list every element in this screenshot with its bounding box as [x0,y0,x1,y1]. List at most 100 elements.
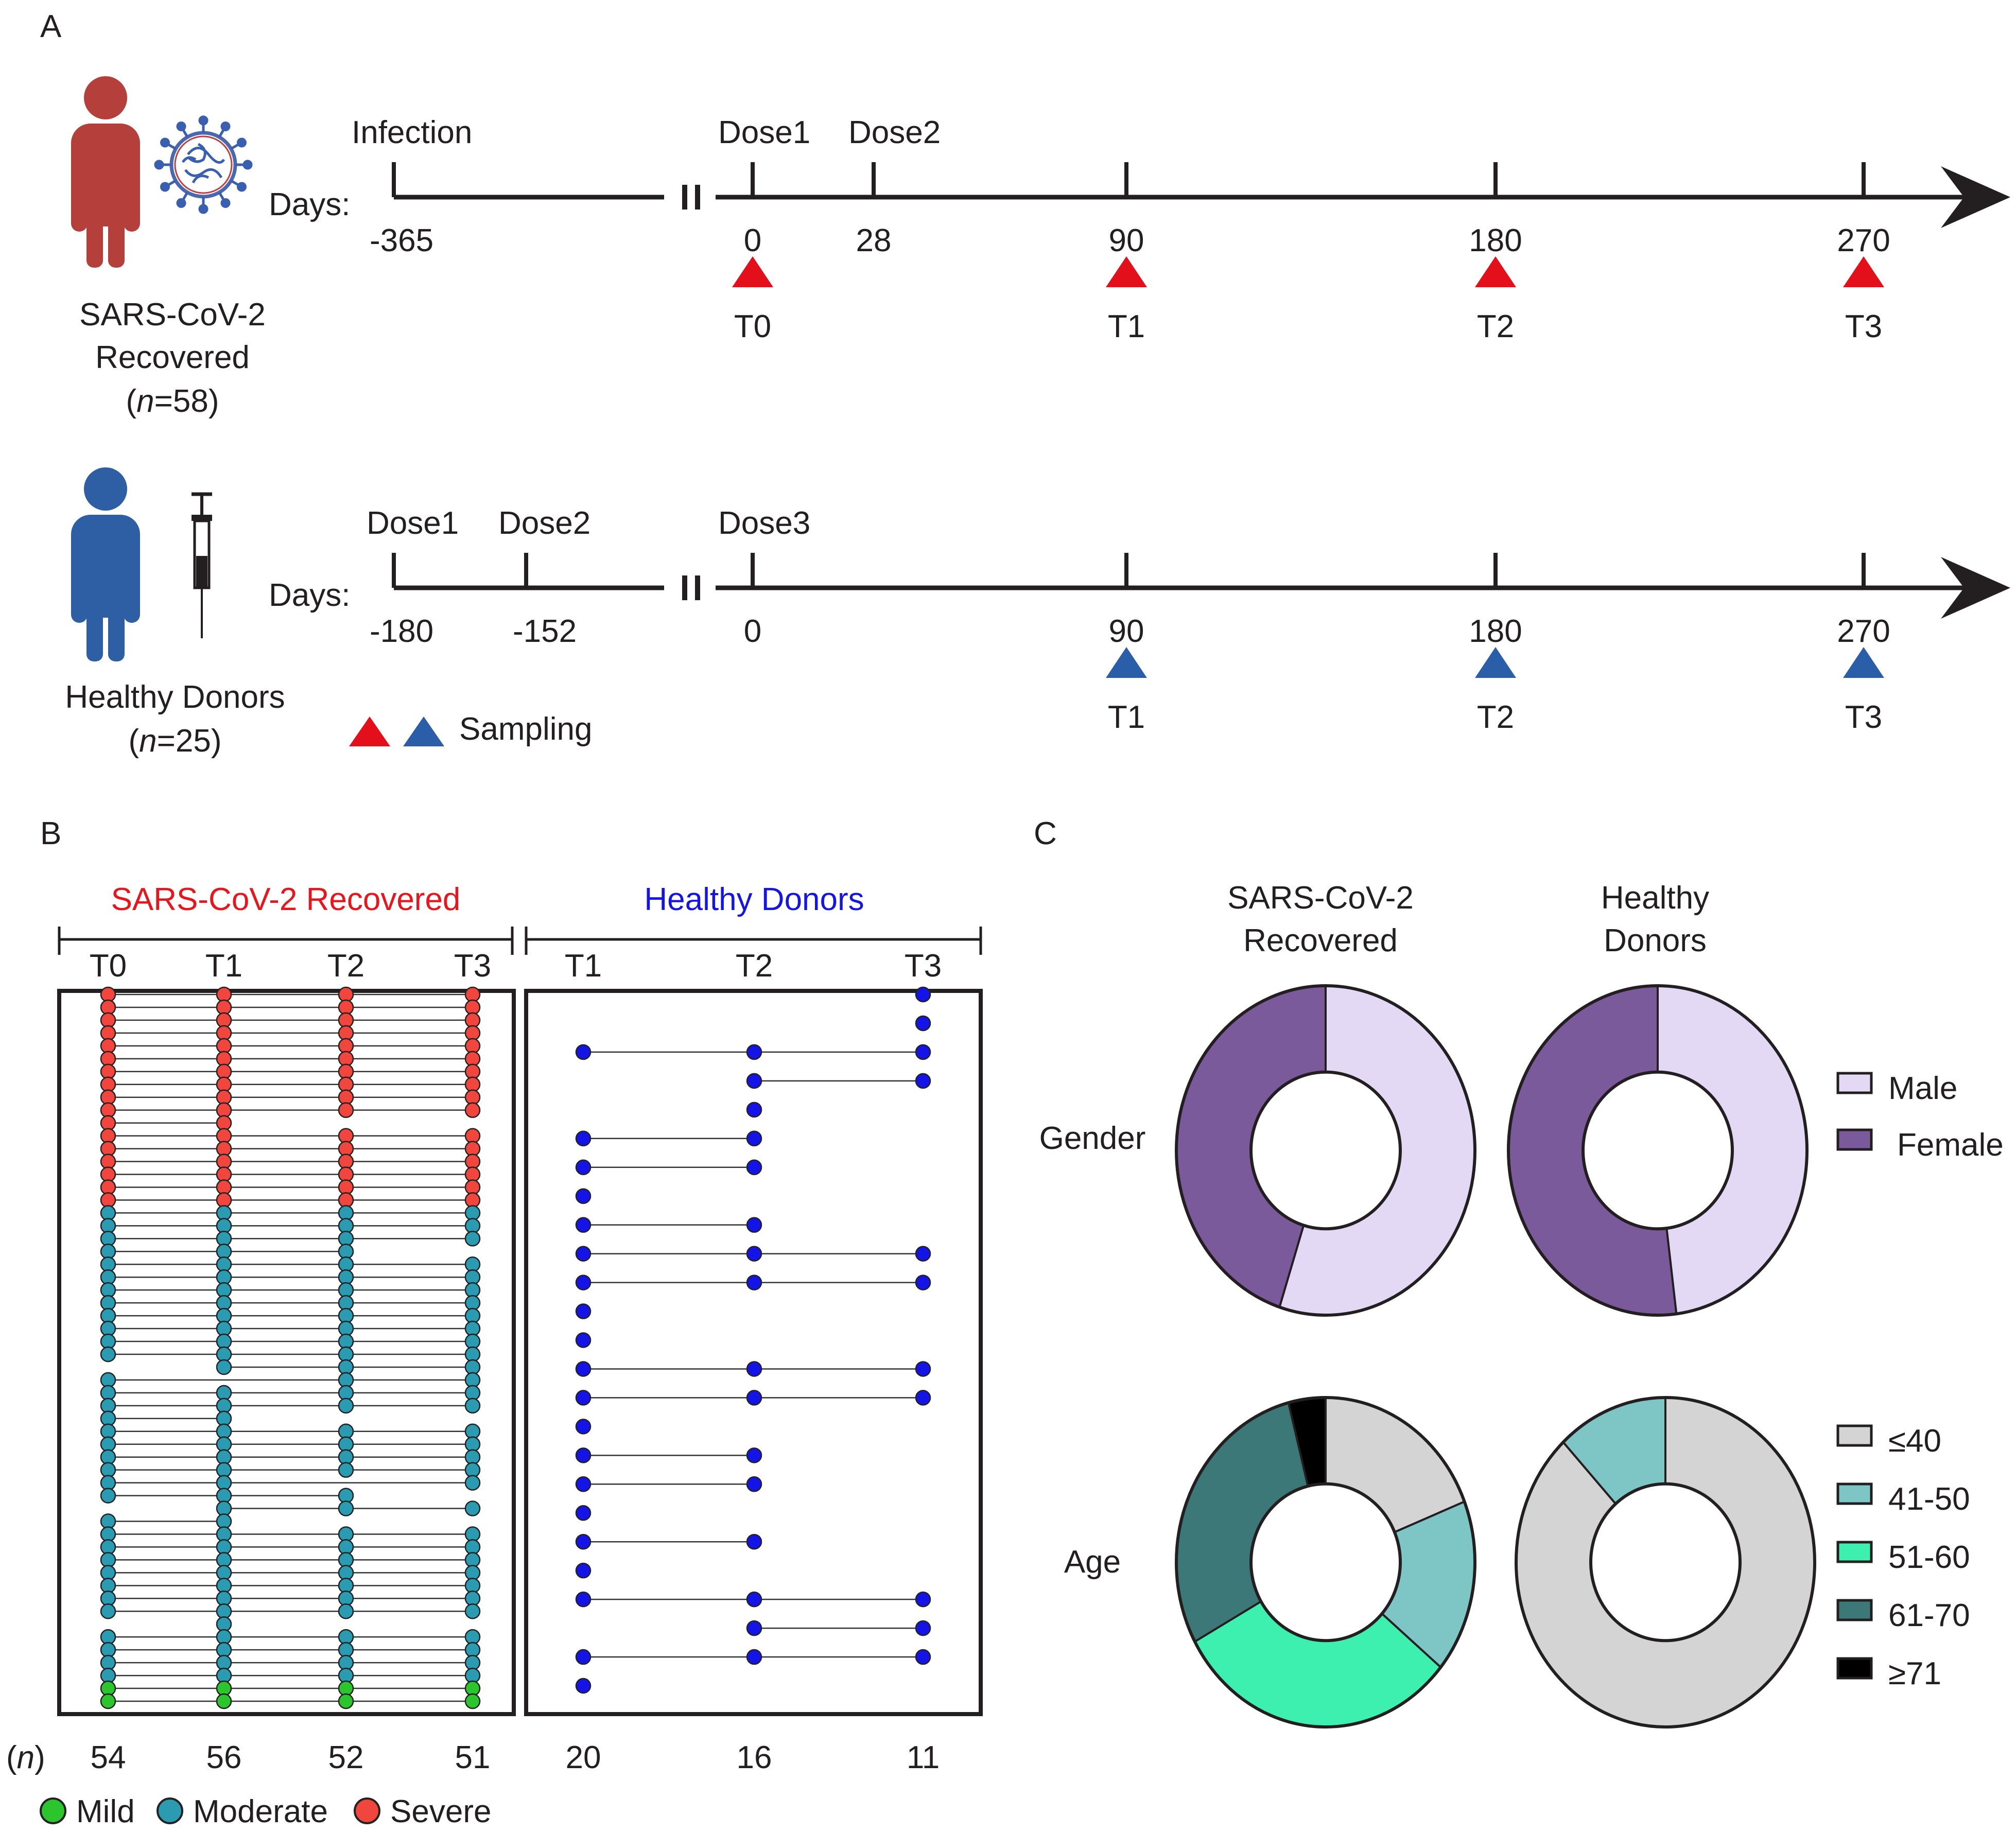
sampling-triangle [1843,647,1884,678]
timepoint-label: T2 [1477,700,1514,735]
participant-dot [575,1390,592,1406]
gender-recovered-donut-outline [1175,984,1476,1317]
sampling-triangle [1475,647,1516,678]
panel-a-label: A [40,9,62,44]
healthy-group-line1: Healthy Donors [65,679,285,715]
participant-dot [575,1419,592,1435]
participant-dot [746,1533,762,1550]
participant-dot [575,1649,592,1665]
gender-legend-swatch [1836,1072,1873,1094]
participant-dot [746,1476,762,1492]
panel-b-axis-labels: T0 T1 T2 T3 T1 T2 T3 54 56 52 51 20 16 11 [90,948,942,1775]
participant-dot [464,1500,481,1516]
gender-recovered-donut-hole [1249,1070,1402,1231]
participant-dot [915,1620,931,1636]
participant-dot [575,1591,592,1608]
day-tick-label: -152 [513,614,577,649]
healthy-participant-dots [575,986,931,1694]
participant-dot [746,1102,762,1118]
panel-c-label: C [1034,816,1057,851]
recovered-group-line2: Recovered [95,340,250,375]
day-tick-label: 90 [1109,614,1144,649]
gender-healthy-donut-hole [1581,1070,1734,1231]
severity-legend-label: Mild [76,1794,135,1829]
participant-dot [915,1015,931,1032]
participant-dot [915,1361,931,1377]
person-healthy-icon [71,467,140,661]
healthy-bracket [525,927,982,955]
row-gender-label: Gender [1039,1121,1146,1156]
day-tick-label: 0 [744,223,761,258]
participant-dot [915,1390,931,1406]
participant-dot [915,1591,931,1608]
severity-legend-dot [40,1797,66,1824]
healthy-timepoint-header: T3 [905,948,942,984]
participant-dot [746,1073,762,1089]
n-row-label: (n) [6,1740,45,1775]
participant-dot [575,1447,592,1463]
panel-c-legends: Male Female ≤40 41-50 51-60 61-70 ≥71 [1836,1071,2004,1691]
healthy-dot-box [524,989,983,1716]
healthy-n-italic: n [139,723,157,759]
participant-dot [575,1217,592,1233]
donut-charts [1175,984,1816,1729]
severity-legend-dot [157,1797,183,1824]
timeline-arrowhead [1941,166,2010,228]
participant-dot [338,1603,354,1619]
sampling-triangle [1106,256,1147,287]
age-legend-label: ≤40 [1888,1423,1941,1459]
participant-dot [338,1693,354,1709]
days-label: Days: [269,578,350,613]
severity-legend: Mild Moderate Severe [40,1794,491,1829]
participant-dot [100,1603,116,1619]
gender-legend-label: Male [1888,1071,1957,1106]
participant-dot [464,1475,481,1491]
n-open-paren: ( [6,1740,17,1775]
severity-legend-dot [354,1797,380,1824]
participant-dot [746,1044,762,1060]
participant-dot [216,1693,232,1709]
participant-dot [216,1359,232,1375]
participant-dot [915,1246,931,1262]
sampling-legend-label: Sampling [459,711,592,747]
healthy-timepoint-header: T1 [565,948,602,984]
age-legend-swatch [1836,1424,1873,1447]
healthy-count: 20 [566,1740,601,1775]
recovered-timepoint-header: T0 [90,948,127,984]
participant-dot [575,1361,592,1377]
day-tick-label: 0 [744,614,761,649]
participant-dot [746,1159,762,1175]
timepoint-label: T3 [1845,700,1882,735]
participant-dot [100,1488,116,1504]
age-legend-swatch [1836,1482,1873,1505]
participant-dot [575,1332,592,1348]
participant-dot [100,1693,116,1709]
sampling-legend-red-triangle [349,717,390,746]
participant-dot [464,1231,481,1247]
sampling-triangle [732,256,773,287]
gender-legend-swatch [1836,1128,1873,1151]
participant-dot [746,1620,762,1636]
event-label: Infection [352,115,472,150]
recovered-n-italic: n [136,383,154,419]
recovered-timeline: Days: -365 0 28 90 180 270 Infection Dose1 Dose2 T… [269,115,2010,344]
col-recovered-line2: Recovered [1243,923,1398,958]
virus-icon [155,117,251,213]
participant-dot [575,1303,592,1319]
participant-dot [915,986,931,1003]
participant-dot [746,1217,762,1233]
day-tick-label: 180 [1469,614,1522,649]
gender-legend-label: Female [1897,1127,2004,1163]
healthy-n-value: =25) [157,723,222,759]
recovered-n-count: (n=58) [126,383,219,419]
participant-dot [746,1275,762,1290]
participant-dot [464,1102,481,1118]
severity-legend-label: Severe [390,1794,491,1829]
event-label: Dose1 [367,505,459,541]
participant-dot [575,1130,592,1147]
day-tick-label: -180 [370,614,433,649]
healthy-count: 16 [737,1740,772,1775]
participant-dot [575,1188,592,1204]
day-tick-label: 28 [856,223,892,258]
